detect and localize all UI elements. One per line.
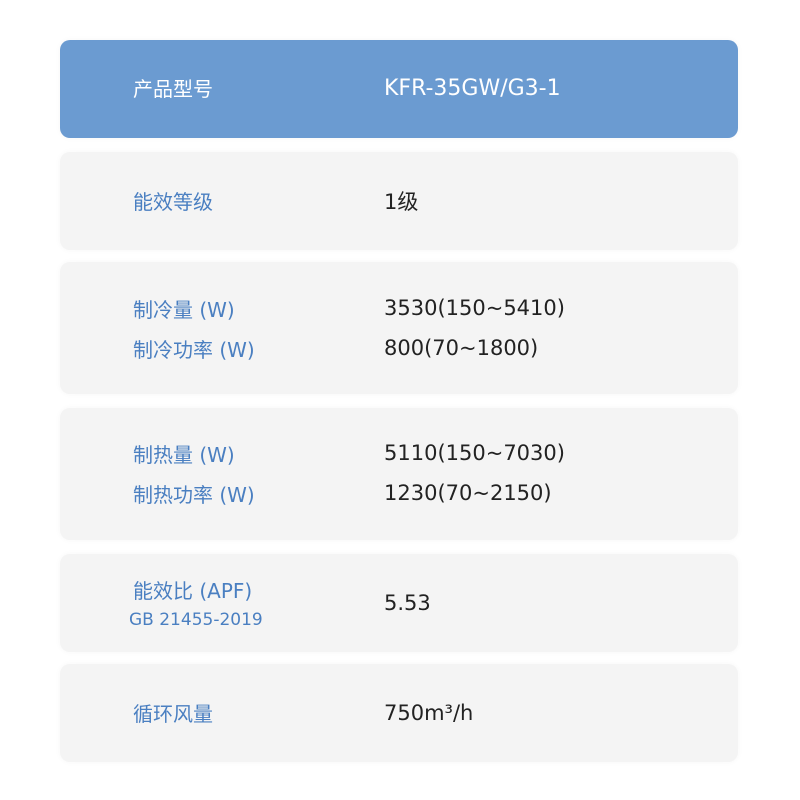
spec-row-energy-grade: 能效等级 1级	[60, 152, 738, 250]
spec-row-apf: 能效比 (APF) GB 21455-2019 5.53	[60, 554, 738, 652]
spec-label: 制冷功率 (W)	[133, 338, 255, 362]
spec-label: 制热功率 (W)	[133, 483, 255, 507]
spec-header-row: 产品型号 KFR-35GW/G3-1	[60, 40, 738, 138]
spec-value: 5110(150~7030)	[384, 441, 565, 465]
spec-row-cooling: 制冷量 (W) 3530(150~5410) 制冷功率 (W) 800(70~1…	[60, 262, 738, 394]
model-value: KFR-35GW/G3-1	[384, 76, 561, 101]
spec-label: 制热量 (W)	[133, 443, 235, 467]
model-label: 产品型号	[133, 77, 213, 101]
spec-value: 800(70~1800)	[384, 336, 539, 360]
spec-value: 750m³/h	[384, 701, 474, 725]
spec-value: 5.53	[384, 591, 431, 615]
spec-value: 1230(70~2150)	[384, 481, 552, 505]
spec-sublabel: GB 21455-2019	[129, 610, 263, 630]
spec-value: 1级	[384, 190, 419, 214]
spec-label: 能效比 (APF)	[133, 579, 253, 603]
spec-label: 循环风量	[133, 702, 213, 726]
spec-row-airflow: 循环风量 750m³/h	[60, 664, 738, 762]
spec-label: 制冷量 (W)	[133, 298, 235, 322]
spec-row-heating: 制热量 (W) 5110(150~7030) 制热功率 (W) 1230(70~…	[60, 408, 738, 540]
spec-label: 能效等级	[133, 190, 213, 214]
spec-value: 3530(150~5410)	[384, 296, 565, 320]
